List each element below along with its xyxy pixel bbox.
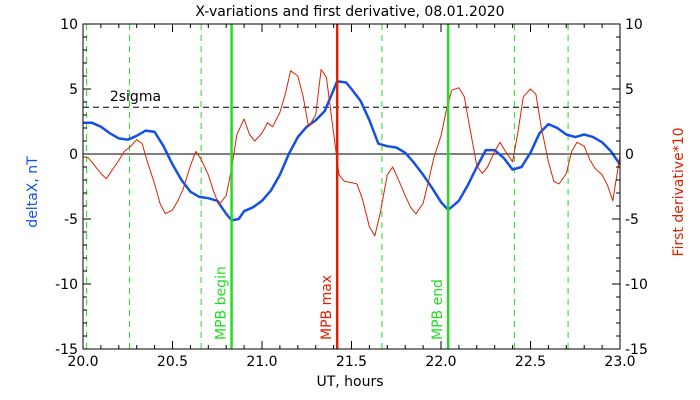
y-tick-label-right: -15	[625, 342, 648, 358]
y-tick-label-left: -5	[64, 212, 78, 228]
y-tick-label-right: 0	[625, 147, 634, 163]
x-tick-label: 22.0	[425, 354, 456, 370]
marker-label: MPB end	[430, 279, 446, 340]
x-tick-label: 23.0	[604, 354, 635, 370]
y-tick-label-right: 5	[625, 82, 634, 98]
deltax-series-line	[83, 79, 622, 222]
y-tick-label-left: -10	[55, 277, 78, 293]
marker-lines-layer: MPB begin MPB max MPB end	[214, 24, 450, 349]
y-tick-label-right: -10	[625, 277, 648, 293]
derivative-series-line	[82, 69, 621, 237]
y-tick-label-left: -15	[55, 342, 78, 358]
y-tick-label-left: 5	[69, 82, 78, 98]
series-layer	[82, 69, 622, 237]
x-tick-label: 21.0	[246, 354, 277, 370]
y-tick-label-right: -5	[625, 212, 639, 228]
x-tick-label: 20.5	[157, 354, 188, 370]
chart-title: X-variations and first derivative, 08.01…	[195, 4, 504, 20]
y-axis-label-left: deltaX, nT	[25, 156, 41, 228]
axes-layer: 20.0 20.5 21.0 21.5 22.0 22.5 23.0 10 10 5 5 0 0 -5 -5…	[55, 17, 648, 370]
marker-label: MPB max	[319, 275, 335, 340]
y-axis-label-right: First derivative*10	[671, 127, 687, 256]
y-tick-label-left: 10	[60, 17, 78, 33]
x-tick-label: 20.0	[67, 354, 98, 370]
sigma-line-label: 2sigma	[110, 89, 161, 105]
marker-label: MPB begin	[214, 266, 230, 340]
y-tick-label-right: 10	[625, 17, 643, 33]
x-tick-label: 22.5	[515, 354, 546, 370]
y-tick-label-left: 0	[69, 147, 78, 163]
x-tick-label: 21.5	[336, 354, 367, 370]
x-axis-label: UT, hours	[316, 374, 383, 390]
